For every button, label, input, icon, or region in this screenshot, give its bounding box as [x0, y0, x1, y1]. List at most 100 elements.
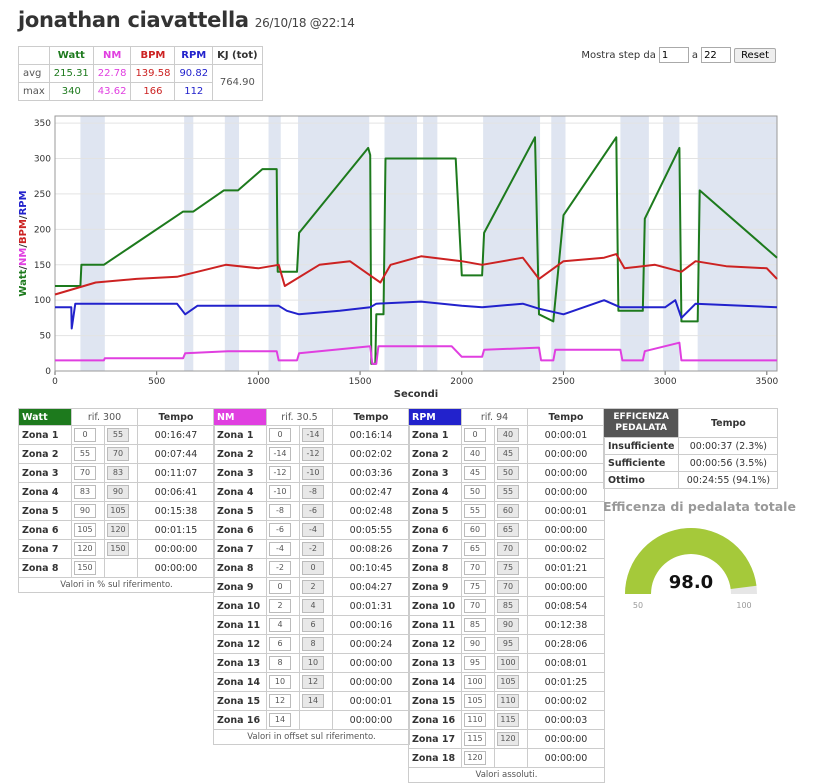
zone-max-field[interactable]: 40 [497, 428, 519, 442]
zone-min-field[interactable]: -14 [269, 447, 291, 461]
efficiency-value: 00:00:37 (2.3%) [678, 437, 779, 455]
zone-min-field[interactable]: 6 [269, 637, 291, 651]
zone-max-field[interactable]: 70 [497, 542, 519, 556]
zone-max-field[interactable]: 65 [497, 523, 519, 537]
zone-max-field[interactable]: 4 [302, 599, 324, 613]
zone-min-field[interactable]: -10 [269, 485, 291, 499]
zone-min-field[interactable]: 70 [464, 561, 486, 575]
zone-min-field[interactable]: 0 [269, 580, 291, 594]
zone-max-field[interactable]: 120 [497, 732, 519, 746]
zone-label: Zona 5 [408, 501, 462, 521]
zone-max-field[interactable]: 85 [497, 599, 519, 613]
zone-max-field[interactable]: 90 [107, 485, 129, 499]
step-to-input[interactable] [701, 47, 732, 63]
zone-max-field[interactable]: 55 [107, 428, 129, 442]
zone-min-field[interactable]: 83 [74, 485, 96, 499]
zone-max-field[interactable]: 70 [497, 580, 519, 594]
zone-min-field[interactable]: 2 [269, 599, 291, 613]
zone-min-field[interactable]: 95 [464, 656, 486, 670]
zone-max-field[interactable]: 60 [497, 504, 519, 518]
zone-min-field[interactable]: -8 [269, 504, 291, 518]
zone-min-field[interactable]: 0 [74, 428, 96, 442]
zone-min-field[interactable]: 100 [464, 675, 486, 689]
step-from-input[interactable] [658, 47, 689, 63]
zone-max-field[interactable]: 75 [497, 561, 519, 575]
zone-min-field[interactable]: -4 [269, 542, 291, 556]
zone-time: 00:00:00 [527, 444, 605, 464]
reset-button[interactable]: Reset [734, 47, 776, 63]
zone-min-field[interactable]: 70 [74, 466, 96, 480]
zone-max-field[interactable]: -4 [302, 523, 324, 537]
zone-max-field[interactable]: -14 [302, 428, 324, 442]
zone-min-field[interactable]: 120 [464, 751, 486, 765]
zone-max-field[interactable]: -2 [302, 542, 324, 556]
zone-min-field[interactable]: 115 [464, 732, 486, 746]
zone-row: Zona 15 105 110 00:00:02 [408, 691, 605, 711]
zone-label: Zona 11 [408, 615, 462, 635]
zone-row: Zona 15 12 14 00:00:01 [213, 691, 410, 711]
zone-max-field[interactable]: 8 [302, 637, 324, 651]
zone-max-field[interactable]: -12 [302, 447, 324, 461]
zone-max-field[interactable]: 100 [497, 656, 519, 670]
zone-row: Zona 6 60 65 00:00:00 [408, 520, 605, 540]
zone-max-field[interactable]: 70 [107, 447, 129, 461]
zone-max-field[interactable]: -6 [302, 504, 324, 518]
zone-max-field[interactable]: 83 [107, 466, 129, 480]
zone-min-field[interactable]: 4 [269, 618, 291, 632]
zone-max-field[interactable]: -10 [302, 466, 324, 480]
zone-min-field[interactable]: 45 [464, 466, 486, 480]
zone-max-field[interactable]: 110 [497, 694, 519, 708]
zone-max-field[interactable]: 150 [107, 542, 129, 556]
zone-max-field[interactable]: 2 [302, 580, 324, 594]
zone-min-field[interactable]: 75 [464, 580, 486, 594]
zone-time: 00:02:02 [332, 444, 410, 464]
gauge-value: 98.0 [669, 572, 713, 593]
zone-min-field[interactable]: -2 [269, 561, 291, 575]
zone-min-field[interactable]: 105 [74, 523, 96, 537]
zone-min-field[interactable]: 10 [269, 675, 291, 689]
zone-time: 00:00:03 [527, 710, 605, 730]
zone-min-field[interactable]: 14 [269, 713, 291, 727]
zone-min-field[interactable]: 90 [74, 504, 96, 518]
zone-min-field[interactable]: 50 [464, 485, 486, 499]
zone-min-field[interactable]: 150 [74, 561, 96, 575]
zone-max-field[interactable]: 95 [497, 637, 519, 651]
zone-min-field[interactable]: 90 [464, 637, 486, 651]
zone-min-field[interactable]: 85 [464, 618, 486, 632]
zone-min-field[interactable]: -6 [269, 523, 291, 537]
zone-min-field[interactable]: 40 [464, 447, 486, 461]
zone-row: Zona 12 6 8 00:00:24 [213, 634, 410, 654]
zone-label: Zona 6 [408, 520, 462, 540]
zone-max-field[interactable]: 105 [107, 504, 129, 518]
efficiency-value: 00:00:56 (3.5%) [678, 454, 779, 472]
zone-max-field[interactable]: 10 [302, 656, 324, 670]
efficiency-header: EFFICENZA PEDALATA [602, 408, 680, 438]
zone-min-field[interactable]: 8 [269, 656, 291, 670]
zone-min-field[interactable]: 105 [464, 694, 486, 708]
zone-max-field[interactable]: 115 [497, 713, 519, 727]
zone-max-field[interactable]: 45 [497, 447, 519, 461]
chart-band [184, 116, 194, 371]
zone-min-field[interactable]: 120 [74, 542, 96, 556]
zone-min-field[interactable]: 65 [464, 542, 486, 556]
zone-min-field[interactable]: 0 [269, 428, 291, 442]
zone-max-field[interactable]: -8 [302, 485, 324, 499]
zone-min-field[interactable]: 70 [464, 599, 486, 613]
zone-min-field[interactable]: 55 [74, 447, 96, 461]
zone-min-field[interactable]: -12 [269, 466, 291, 480]
zone-min-field[interactable]: 110 [464, 713, 486, 727]
zone-max-field[interactable]: 55 [497, 485, 519, 499]
zone-max-field[interactable]: 120 [107, 523, 129, 537]
zone-min-field[interactable]: 55 [464, 504, 486, 518]
zone-max-field[interactable]: 14 [302, 694, 324, 708]
zone-max-field[interactable]: 105 [497, 675, 519, 689]
zone-min-field[interactable]: 0 [464, 428, 486, 442]
zone-max-field[interactable]: 90 [497, 618, 519, 632]
zone-max-field[interactable]: 12 [302, 675, 324, 689]
zone-min-field[interactable]: 60 [464, 523, 486, 537]
zone-max-field[interactable]: 6 [302, 618, 324, 632]
zone-max-field[interactable]: 0 [302, 561, 324, 575]
x-tick-label: 0 [52, 377, 58, 387]
zone-max-field[interactable]: 50 [497, 466, 519, 480]
zone-min-field[interactable]: 12 [269, 694, 291, 708]
